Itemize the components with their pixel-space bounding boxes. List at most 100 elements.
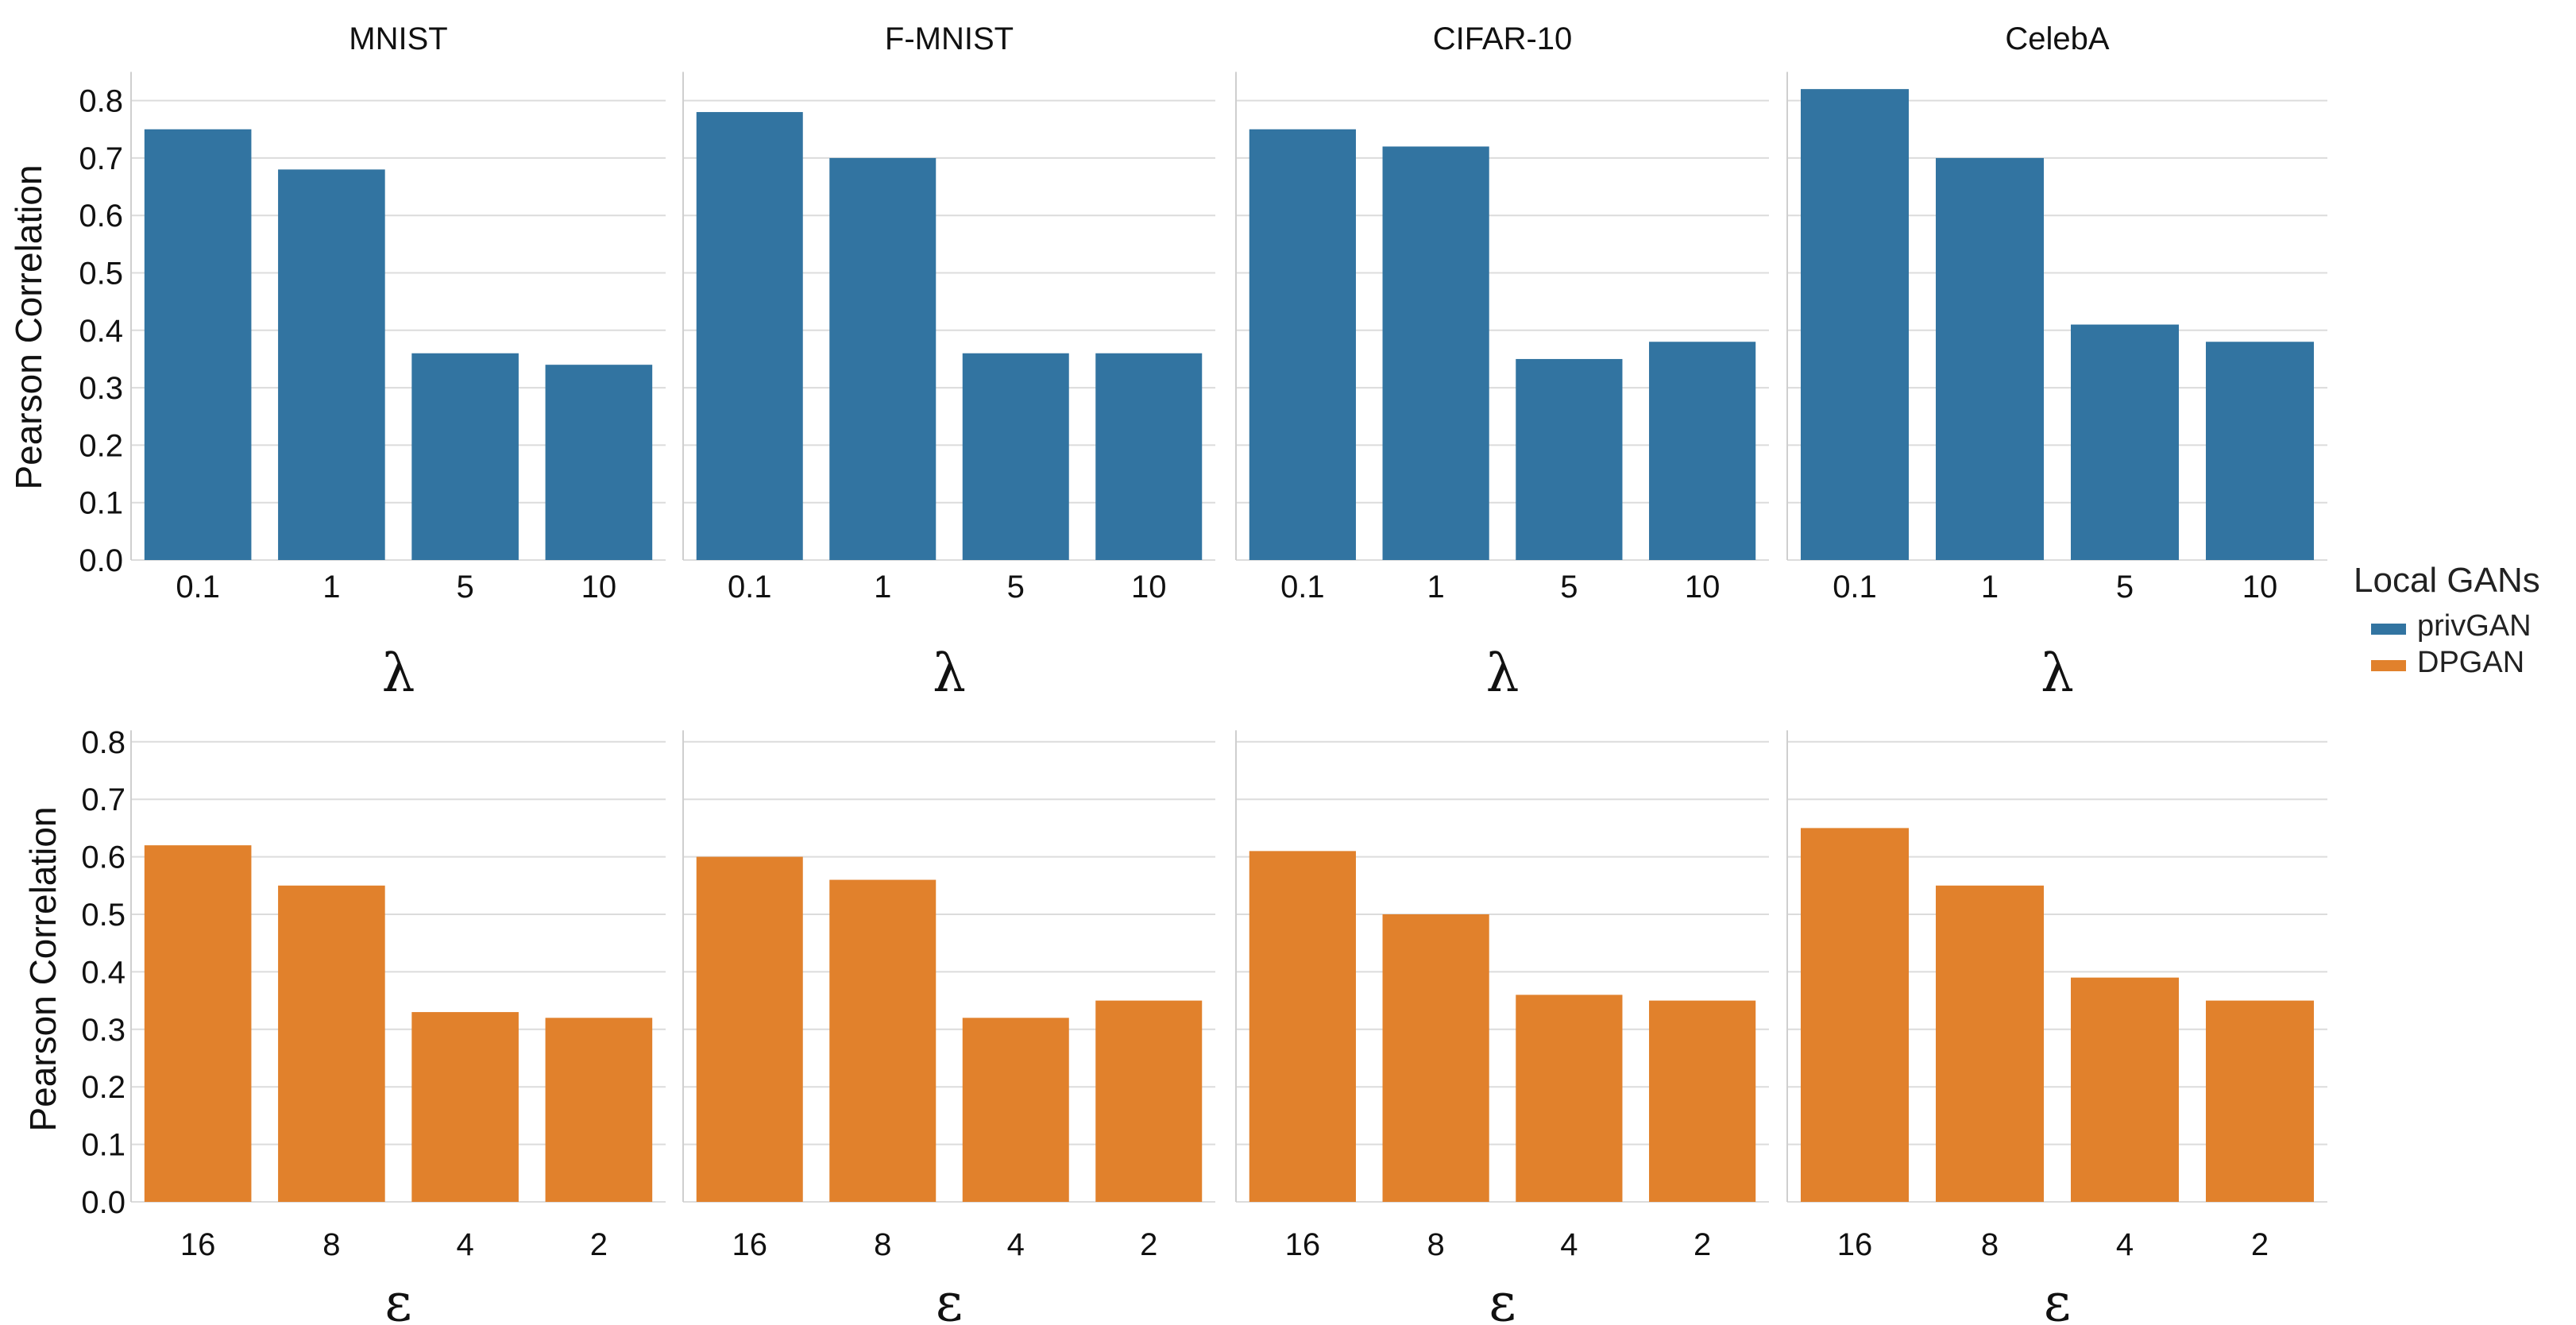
x-tick-label: 10 [2242, 570, 2278, 605]
bar-privgan-1 [829, 157, 937, 560]
x-axis-label: λ [2041, 643, 2074, 704]
y-tick-label: 0.1 [79, 486, 123, 521]
bar-dpgan-2 [2206, 1000, 2314, 1202]
bar-dpgan-8 [1936, 885, 2044, 1202]
bar-privgan-1 [1936, 157, 2044, 560]
y-tick-label: 0.3 [79, 371, 123, 406]
bar-dpgan-8 [829, 879, 937, 1202]
x-tick-label: 2 [2251, 1227, 2269, 1262]
x-tick-label: 4 [457, 1227, 474, 1262]
panel-mnist: 0.1 1 5 10 0.0 0.1 0.2 0.3 0.4 0.5 0.6 0.7 0.8 Pearso… [8, 21, 666, 704]
bar-dpgan-16 [144, 845, 252, 1202]
bar-privgan-10 [1649, 342, 1756, 560]
panel-celeba: 0.1 1 5 10 CelebA λ [1786, 21, 2327, 704]
bar-privgan-5 [1516, 358, 1623, 560]
bar-privgan-10 [545, 365, 653, 560]
x-tick-label: 5 [2116, 570, 2134, 605]
bar-dpgan-8 [1382, 914, 1489, 1202]
bar-dpgan-16 [1249, 851, 1356, 1202]
y-tick-label: 0.2 [79, 428, 123, 463]
x-tick-label: 4 [1007, 1227, 1025, 1262]
y-tick-label: 0.6 [81, 840, 126, 875]
panel-row-bottom-6: 16 8 4 2 ε [1235, 730, 1769, 1325]
legend-label-privgan: privGAN [2417, 609, 2532, 643]
bar-privgan-1 [1382, 146, 1489, 560]
y-axis-label: Pearson Correlation [8, 164, 49, 489]
legend-label-dpgan: DPGAN [2417, 646, 2524, 679]
x-tick-label: 1 [1981, 570, 1999, 605]
y-tick-label: 0.3 [81, 1013, 126, 1048]
panel-row-bottom-7: 16 8 4 2 ε [1786, 730, 2327, 1325]
y-tick-label: 0.5 [79, 257, 123, 292]
bar-privgan-10 [1095, 353, 1203, 560]
bar-dpgan-4 [1516, 995, 1623, 1202]
x-tick-label: 0.1 [176, 570, 220, 605]
bar-dpgan-2 [1095, 1000, 1203, 1202]
y-tick-label: 0.0 [81, 1185, 126, 1220]
x-tick-label: 16 [732, 1227, 768, 1262]
bar-dpgan-8 [278, 885, 385, 1202]
x-tick-label: 16 [1285, 1227, 1321, 1262]
panel-title: CelebA [2005, 21, 2110, 56]
x-tick-label: 0.1 [1833, 570, 1877, 605]
x-tick-label: 4 [1560, 1227, 1578, 1262]
y-tick-label: 0.1 [81, 1128, 126, 1163]
bar-dpgan-4 [411, 1012, 519, 1202]
x-tick-label: 10 [1131, 570, 1167, 605]
x-tick-label: 5 [457, 570, 474, 605]
x-tick-label: 8 [1427, 1227, 1445, 1262]
x-axis-label: λ [933, 643, 966, 704]
panel-title: CIFAR-10 [1433, 21, 1573, 56]
y-axis-label: Pearson Correlation [22, 806, 64, 1131]
panel-row-bottom-4: 16 8 4 2 0.0 0.1 0.2 0.3 0.4 0.5 0.6 0.7 0.8 Pearson … [22, 725, 666, 1325]
x-tick-label: 10 [1685, 570, 1721, 605]
bar-dpgan-2 [1649, 1000, 1756, 1202]
x-tick-label: 16 [1837, 1227, 1873, 1262]
x-tick-label: 8 [874, 1227, 891, 1262]
x-axis-label: ε [2044, 1272, 2071, 1325]
panel-f-mnist: 0.1 1 5 10 F-MNIST λ [682, 21, 1215, 704]
x-axis-label: λ [1486, 643, 1520, 704]
y-tick-label: 0.8 [79, 84, 123, 119]
legend-title: Local GANs [2354, 561, 2540, 600]
y-tick-label: 0.6 [79, 199, 123, 234]
bar-dpgan-4 [962, 1018, 1069, 1202]
bar-privgan-1 [278, 169, 385, 561]
y-tick-label: 0.7 [81, 782, 126, 817]
x-tick-label: 5 [1007, 570, 1025, 605]
bar-privgan-0.1 [1249, 129, 1356, 560]
y-tick-label: 0.8 [81, 725, 126, 760]
x-tick-label: 2 [1140, 1227, 1157, 1262]
bar-dpgan-4 [2071, 977, 2179, 1202]
x-axis-label: ε [1489, 1272, 1516, 1325]
legend: Local GANs privGAN DPGAN [2354, 561, 2540, 679]
panel-title: F-MNIST [885, 21, 1014, 56]
panel-row-bottom-5: 16 8 4 2 ε [682, 730, 1215, 1325]
y-tick-label: 0.4 [79, 314, 123, 349]
bar-dpgan-2 [545, 1018, 653, 1202]
legend-swatch-dpgan [2371, 660, 2406, 671]
bar-privgan-10 [2206, 342, 2314, 560]
legend-swatch-privgan [2371, 624, 2406, 635]
x-tick-label: 16 [180, 1227, 216, 1262]
bar-privgan-0.1 [696, 112, 803, 560]
bar-dpgan-16 [696, 856, 803, 1202]
x-tick-label: 1 [874, 570, 891, 605]
bar-privgan-0.1 [144, 129, 252, 560]
x-tick-label: 1 [322, 570, 340, 605]
bar-privgan-5 [411, 353, 519, 560]
y-tick-label: 0.0 [79, 543, 123, 578]
x-axis-label: ε [936, 1272, 963, 1325]
y-tick-label: 0.7 [79, 141, 123, 176]
bar-privgan-5 [962, 353, 1069, 560]
y-tick-label: 0.5 [81, 898, 126, 933]
x-tick-label: 8 [322, 1227, 340, 1262]
x-tick-label: 0.1 [1280, 570, 1325, 605]
x-tick-label: 2 [1694, 1227, 1711, 1262]
y-tick-label: 0.4 [81, 955, 126, 990]
bar-privgan-0.1 [1801, 89, 1909, 560]
chart-panels: 0.1 1 5 10 0.0 0.1 0.2 0.3 0.4 0.5 0.6 0.7 0.8 Pearso… [8, 21, 2327, 1325]
y-tick-label: 0.2 [81, 1070, 126, 1105]
x-tick-label: 0.1 [728, 570, 772, 605]
